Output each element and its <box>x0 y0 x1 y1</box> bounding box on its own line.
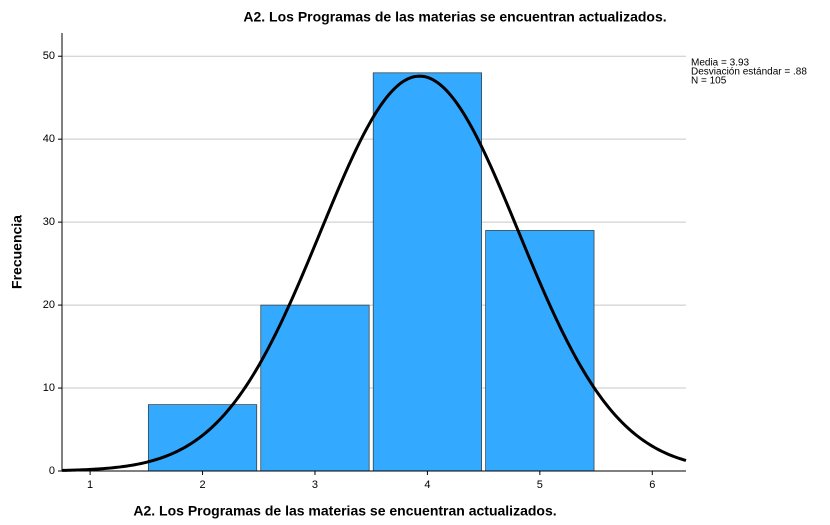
bar <box>485 230 595 472</box>
y-tick-label: 40 <box>43 133 55 145</box>
bar <box>147 404 258 472</box>
x-tick-label: 4 <box>424 479 430 491</box>
x-tick-label: 1 <box>87 479 93 491</box>
x-tick-label: 2 <box>199 479 205 491</box>
y-tick-label: 30 <box>43 216 55 228</box>
x-tick-label: 5 <box>537 479 543 491</box>
y-tick-label: 0 <box>49 465 55 477</box>
y-axis-label: Frecuencia <box>9 215 25 289</box>
stat-label: Media = 3.93 <box>691 58 750 69</box>
x-axis-label: A2. Los Programas de las materias se enc… <box>133 503 556 519</box>
x-tick-label: 6 <box>649 479 655 491</box>
x-tick-label: 3 <box>312 479 318 491</box>
normal-curve <box>61 74 687 472</box>
y-tick-label: 50 <box>43 50 55 62</box>
stat-label: Desviación estándar = .88 <box>691 67 807 78</box>
y-tick-label: 10 <box>43 382 55 394</box>
stat-label: N = 105 <box>691 76 727 87</box>
chart-title: A2. Los Programas de las materias se enc… <box>243 9 666 25</box>
bar <box>372 72 482 472</box>
y-tick-label: 20 <box>43 299 55 311</box>
bar <box>260 304 370 472</box>
